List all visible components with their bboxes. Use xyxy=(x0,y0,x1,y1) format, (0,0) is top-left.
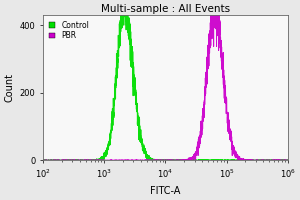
Legend: Control, PBR: Control, PBR xyxy=(47,19,92,42)
X-axis label: FITC-A: FITC-A xyxy=(150,186,181,196)
Y-axis label: Count: Count xyxy=(4,73,14,102)
Title: Multi-sample : All Events: Multi-sample : All Events xyxy=(101,4,230,14)
